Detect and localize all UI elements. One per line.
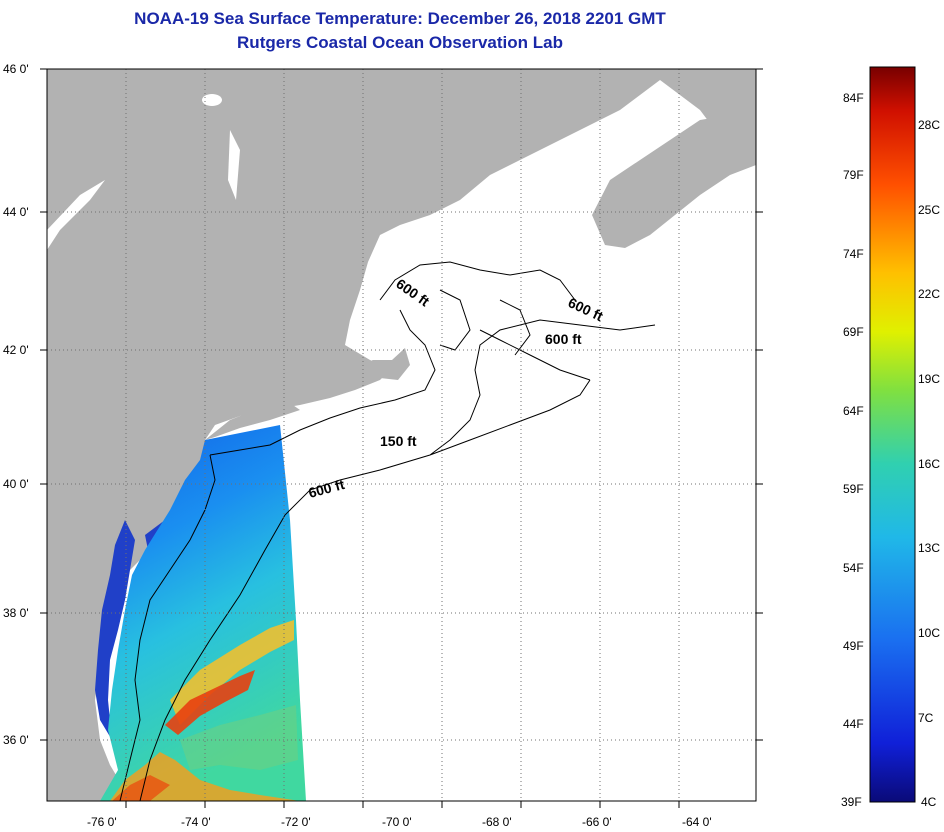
- colorbar-label-f: 54F: [843, 561, 864, 575]
- colorbar-label-f: 84F: [843, 91, 864, 105]
- sst-south-hot: [112, 775, 170, 801]
- colorbar-label-c: 25C: [918, 203, 941, 217]
- lat-label: 46 0': [3, 62, 29, 76]
- colorbar-label-f: 49F: [843, 639, 864, 653]
- contour-label: 150 ft: [380, 433, 417, 449]
- lat-label: 40 0': [3, 477, 29, 491]
- colorbar-label-f: 74F: [843, 247, 864, 261]
- colorbar-label-c: 16C: [918, 457, 941, 471]
- colorbar-label-f: 79F: [843, 168, 864, 182]
- contour-label: 600 ft: [545, 331, 582, 347]
- colorbar-label-c: 28C: [918, 118, 941, 132]
- contour-600ft: [139, 319, 656, 801]
- lon-label: -70 0': [382, 815, 412, 829]
- lon-label: -74 0': [181, 815, 211, 829]
- sst-mid-green: [180, 705, 298, 770]
- lon-label: -66 0': [582, 815, 612, 829]
- lat-label: 44 0': [3, 205, 29, 219]
- lon-label: -64 0': [682, 815, 712, 829]
- colorbar-label-f: 59F: [843, 482, 864, 496]
- land-mainland: [47, 69, 756, 801]
- colorbar-label-c: 13C: [918, 541, 941, 555]
- lake-ontario: [47, 180, 105, 250]
- lat-label: 42 0': [3, 343, 29, 357]
- sst-gulf-stream-hot: [165, 670, 255, 735]
- land-long-island: [205, 403, 300, 440]
- lon-label: -68 0': [482, 815, 512, 829]
- contour-150ft: [119, 309, 436, 801]
- colorbar-label-c: 7C: [918, 711, 934, 725]
- map-title: NOAA-19 Sea Surface Temperature: Decembe…: [134, 9, 666, 28]
- lat-label: 36 0': [3, 733, 29, 747]
- map-frame: [46, 68, 757, 802]
- lake-champlain: [228, 130, 240, 200]
- lake: [202, 94, 222, 106]
- colorbar-label-f: 44F: [843, 717, 864, 731]
- tick-marks: [40, 68, 763, 808]
- contour-600ft-gulf-of-maine: [379, 261, 576, 356]
- land-nova-scotia: [592, 115, 756, 248]
- colorbar-label-f: 39F: [841, 795, 862, 809]
- chesapeake-bay: [95, 520, 135, 740]
- colorbar-label-c: 4C: [921, 795, 937, 809]
- lon-label: -72 0': [281, 815, 311, 829]
- lat-label: 38 0': [3, 606, 29, 620]
- colorbar-label-c: 19C: [918, 372, 941, 386]
- colorbar-label-c: 10C: [918, 626, 941, 640]
- lon-label: -76 0': [87, 815, 117, 829]
- colorbar: [869, 66, 916, 803]
- map-subtitle: Rutgers Coastal Ocean Observation Lab: [237, 33, 563, 52]
- colorbar-label-f: 69F: [843, 325, 864, 339]
- land-cape-cod: [372, 348, 410, 380]
- colorbar-label-f: 64F: [843, 404, 864, 418]
- colorbar-label-c: 22C: [918, 287, 941, 301]
